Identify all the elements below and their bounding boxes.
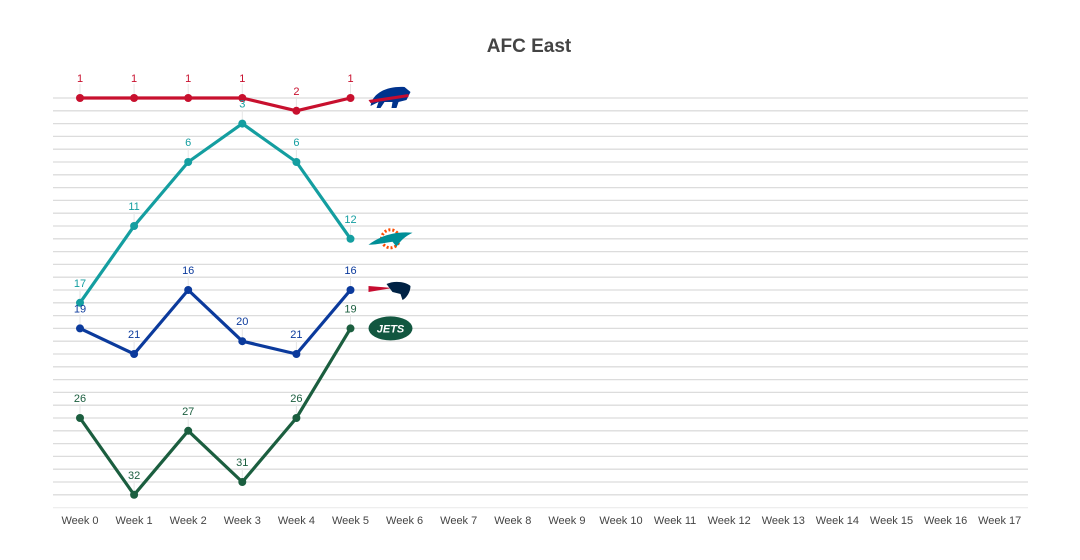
series-jets: 26 32 27 31 26 19	[74, 303, 357, 499]
data-point	[292, 350, 301, 358]
data-label: 1	[77, 73, 83, 85]
x-tick-label: Week 10	[599, 515, 642, 527]
data-label: 6	[293, 137, 299, 149]
patriots-head-icon	[386, 281, 411, 300]
data-point	[346, 234, 355, 243]
series-bills: 1 1 1 1 2 1	[76, 73, 355, 115]
x-tick-label: Week 9	[548, 515, 585, 527]
series-line-patriots	[79, 288, 352, 356]
data-point	[292, 414, 301, 422]
x-tick-label: Week 15	[870, 515, 913, 527]
data-label: 19	[344, 303, 356, 315]
x-tick-label: Week 7	[440, 515, 477, 527]
bills-logo	[368, 86, 411, 108]
bills-stripe-icon	[368, 94, 409, 103]
x-tick-label: Week 16	[924, 515, 967, 527]
chart-title: AFC East	[486, 36, 572, 57]
data-point	[76, 324, 84, 333]
data-point	[76, 298, 84, 307]
x-tick-label: Week 2	[170, 515, 207, 527]
data-point	[184, 158, 193, 166]
data-label: 1	[131, 73, 137, 85]
data-point	[130, 490, 139, 499]
data-label: 6	[185, 137, 191, 149]
dolphins-logo	[368, 228, 413, 250]
x-tick-label: Week 14	[816, 515, 859, 527]
data-label: 20	[236, 316, 248, 328]
data-point	[184, 426, 193, 435]
data-point	[130, 94, 139, 102]
data-label: 31	[236, 457, 248, 469]
data-point	[130, 350, 139, 358]
x-tick-label: Week 12	[708, 515, 751, 527]
jets-oval-icon	[368, 316, 413, 341]
data-point	[238, 337, 247, 346]
x-tick-label: Week 17	[978, 515, 1021, 527]
data-point	[238, 119, 247, 128]
dolphins-dolphin-icon	[368, 232, 413, 247]
data-label: 3	[239, 99, 245, 111]
x-tick-label: Week 4	[278, 515, 315, 527]
patriots-logo	[368, 281, 411, 300]
x-tick-label: Week 11	[654, 515, 696, 527]
x-tick-label: Week 13	[762, 515, 805, 527]
data-label: 26	[290, 393, 302, 405]
series-line-jets	[78, 327, 352, 497]
x-tick-label: Week 6	[386, 515, 423, 527]
data-point	[76, 414, 84, 422]
x-tick-label: Week 1	[116, 515, 153, 527]
x-tick-label: Week 0	[61, 515, 98, 527]
data-label: 11	[128, 201, 139, 213]
data-label: 21	[128, 329, 140, 341]
data-label: 19	[74, 303, 86, 315]
data-point	[184, 286, 193, 294]
patriots-stripe-icon	[368, 286, 393, 292]
data-point	[292, 106, 301, 115]
x-tick-label: Week 8	[494, 515, 531, 527]
data-point	[346, 286, 355, 294]
data-label: 16	[344, 265, 356, 277]
data-label: 21	[290, 329, 302, 341]
data-point	[346, 94, 355, 102]
x-tick-label: Week 5	[332, 515, 369, 527]
data-label: 1	[185, 73, 191, 85]
data-point	[76, 94, 84, 102]
x-tick-label: Week 3	[224, 515, 261, 527]
data-label: 1	[239, 73, 245, 85]
data-label: 17	[74, 278, 86, 290]
data-point	[130, 222, 139, 230]
data-label: 32	[128, 470, 140, 482]
jets-wordmark-icon: JETS	[377, 323, 405, 335]
series-dolphins: 17 11 6 3 6 12	[74, 99, 357, 307]
data-point	[184, 94, 193, 102]
data-point	[292, 158, 301, 166]
data-label: 1	[347, 73, 353, 85]
data-label: 16	[182, 265, 194, 277]
data-label: 26	[74, 393, 86, 405]
data-label: 27	[182, 406, 194, 418]
data-point	[346, 324, 355, 333]
data-label: 12	[344, 214, 356, 226]
data-point	[238, 94, 247, 102]
series-patriots: 19 21 16 20 21 16	[74, 265, 357, 358]
series-line-dolphins	[78, 121, 352, 304]
data-point	[238, 478, 247, 486]
data-label: 2	[293, 86, 299, 98]
series-line-bills	[80, 96, 351, 113]
jets-logo: JETS	[368, 316, 413, 341]
